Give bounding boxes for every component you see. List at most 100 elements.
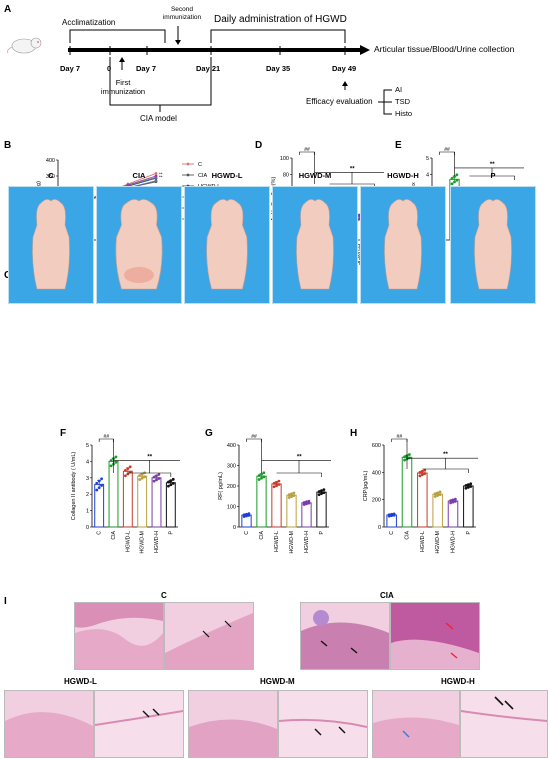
data-dot — [100, 477, 103, 481]
bar — [447, 500, 459, 528]
data-dot — [272, 481, 276, 485]
x-tick-label: C — [389, 531, 395, 535]
data-dot — [275, 480, 278, 484]
data-dot — [126, 467, 130, 470]
histo-image-c-low — [74, 602, 164, 670]
data-dot — [292, 494, 296, 498]
sig-bracket-2 — [314, 152, 384, 188]
sig-hash: ## — [104, 434, 110, 440]
sig-star: ** — [350, 166, 355, 172]
bar — [301, 502, 312, 528]
y-tick-label: 3 — [86, 476, 89, 482]
data-dot — [469, 485, 473, 488]
x-tick-label: CIA — [405, 530, 411, 539]
day-label-6: Day 49 — [332, 64, 357, 73]
y-tick-label: 100 — [227, 505, 236, 511]
y-tick-label: 5 — [426, 156, 429, 162]
data-dot — [433, 492, 437, 496]
y-tick-label: 200 — [227, 484, 236, 490]
data-dot — [169, 483, 173, 487]
data-dot — [436, 491, 440, 495]
histo-image-cia-high — [390, 602, 480, 670]
panel-letter-g: G — [205, 428, 213, 439]
data-dot — [438, 493, 442, 497]
panel-letter-b: B — [4, 140, 12, 151]
histo-title-c: C — [161, 591, 167, 600]
paw-title: CIA — [132, 171, 146, 180]
crp-chart: 0 200 400 600 CRP(pg/mL) C CIA HGWD-L HGWD-M HGWD… — [363, 434, 478, 553]
data-dot — [290, 495, 293, 498]
data-dot — [247, 512, 251, 516]
x-tick-label: P — [168, 530, 174, 534]
collection-label: Articular tissue/Blood/Urine collection — [374, 44, 515, 54]
sig-hash: ## — [304, 147, 310, 153]
paw-photo — [272, 186, 358, 304]
data-dot — [109, 459, 113, 462]
data-dot — [455, 178, 459, 182]
cia-model-label: CIA model — [140, 114, 177, 123]
x-tick-label: C — [244, 531, 250, 535]
data-dot — [320, 489, 323, 493]
acclimatization-label: Acclimatization — [62, 18, 116, 27]
data-dot — [277, 483, 281, 486]
data-dot — [97, 479, 101, 483]
bar — [137, 475, 148, 528]
legend-label: CIA — [198, 173, 208, 179]
bar — [151, 477, 162, 528]
data-dot — [124, 468, 127, 472]
sig-bracket-2 — [113, 439, 180, 477]
x-tick-label: P — [319, 530, 325, 534]
sig-star: ** — [297, 454, 302, 460]
outcome-ai: AI — [395, 85, 403, 94]
data-dot — [317, 490, 321, 494]
data-dot — [245, 512, 248, 516]
paw-title: HGWD-H — [387, 171, 419, 180]
data-dot — [451, 498, 455, 502]
x-tick-label: CIA — [259, 530, 265, 539]
sig-mark: ** — [159, 175, 163, 180]
paw-photo — [360, 186, 446, 304]
bar — [271, 483, 282, 528]
data-dot — [114, 460, 118, 464]
panel-letter-f: F — [60, 428, 67, 439]
bar — [432, 493, 443, 528]
panel-letter-e: E — [395, 140, 402, 151]
data-dot — [138, 474, 142, 477]
data-dot — [469, 482, 473, 486]
panel-letter-h: H — [350, 428, 358, 439]
data-dot — [423, 468, 427, 472]
data-dot — [277, 479, 281, 483]
day-label-2: 0 — [107, 64, 112, 73]
data-dot — [433, 495, 437, 498]
data-dot — [454, 497, 457, 501]
data-dot — [392, 512, 396, 516]
data-dot — [449, 499, 452, 503]
data-dot — [408, 456, 411, 460]
bar — [256, 475, 267, 528]
data-dot — [453, 175, 456, 179]
day-label-1: Day 7 — [60, 64, 81, 73]
data-dot — [114, 455, 118, 459]
data-dot — [242, 513, 246, 517]
data-dot — [140, 476, 144, 480]
panel-letter-c: C — [4, 270, 11, 281]
data-dot — [307, 501, 311, 505]
y-tick-label: 300 — [227, 464, 236, 470]
histo-image-c-high — [164, 602, 254, 670]
sig-mark: ** — [159, 171, 163, 176]
bar — [165, 482, 176, 528]
y-tick-label: 0 — [378, 525, 381, 531]
paw-title: C — [48, 171, 54, 180]
data-dot — [449, 501, 452, 505]
y-tick-label: 350 — [46, 174, 55, 180]
rat-icon — [6, 34, 46, 54]
y-tick-label: 1 — [86, 509, 89, 515]
y-tick-label: 0 — [86, 525, 89, 531]
x-tick-label: HGWD-M — [435, 531, 441, 553]
data-point — [154, 172, 158, 175]
paw-photo — [8, 186, 94, 304]
histo-image-hgwd-m-low — [188, 690, 278, 758]
panel-letter-i: I — [4, 596, 7, 607]
bar — [463, 485, 474, 528]
y-tick-label: 400 — [372, 470, 381, 476]
